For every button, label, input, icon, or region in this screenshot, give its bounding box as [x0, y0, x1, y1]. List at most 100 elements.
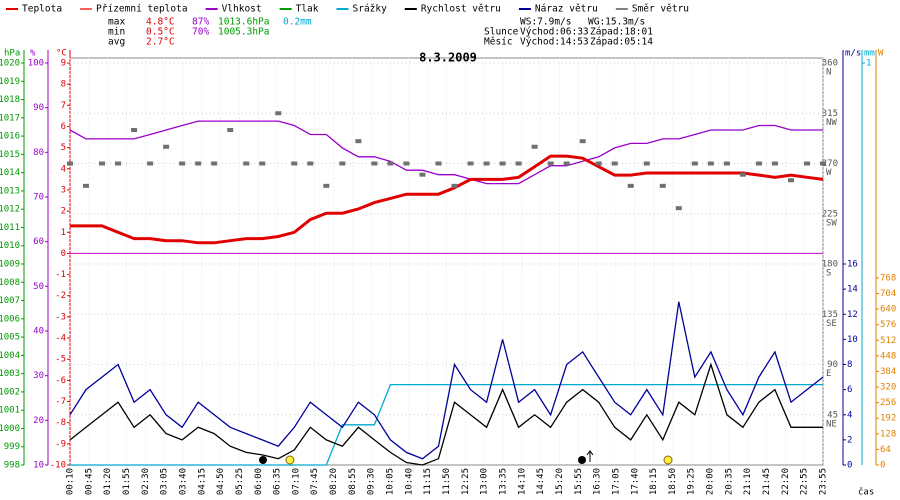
- sunrise-marker: [285, 455, 295, 465]
- x-tick-label: 21:10: [743, 468, 753, 495]
- y-tick-label: 60: [33, 237, 44, 247]
- wind-direction-dot: [339, 161, 346, 166]
- series-line: [69, 120, 823, 185]
- compass-label: N: [826, 68, 831, 78]
- wind-direction-dot: [451, 183, 458, 188]
- moonrise-arrow: [586, 450, 594, 462]
- x-tick-label: 04:50: [216, 468, 226, 495]
- x-tick-label: 20:35: [724, 468, 734, 495]
- y-tick-label: 1018: [0, 95, 20, 105]
- y-tick-label: 9: [61, 59, 66, 69]
- y-tick-label: 1002: [0, 387, 20, 397]
- wind-direction-dot: [371, 161, 378, 166]
- y-tick-label: 6: [847, 385, 852, 395]
- y-tick-label: 100: [28, 59, 44, 69]
- wind-direction-dot: [99, 161, 106, 166]
- x-tick-label: 17:40: [630, 468, 640, 495]
- y-tick-label: 30: [33, 371, 44, 381]
- wind-direction-dot: [355, 139, 362, 144]
- series-line: [70, 383, 823, 466]
- axis-unit: W: [878, 49, 884, 59]
- y-tick-label: 50: [33, 282, 44, 292]
- x-tick-label: 21:45: [762, 468, 772, 495]
- wind-direction-dot: [723, 161, 730, 166]
- x-tick-label: 14:10: [517, 468, 527, 495]
- x-tick-label: 08:55: [348, 468, 358, 495]
- series-line: [70, 154, 824, 245]
- compass-label: E: [826, 369, 831, 379]
- legend-label: Srážky: [353, 4, 388, 15]
- wind-direction-dot: [387, 161, 394, 166]
- info-min: 1005.3hPa: [218, 27, 269, 38]
- wind-direction-dot: [275, 111, 282, 116]
- chart-title: 8.3.2009: [419, 51, 477, 65]
- y-tick-label: 1011: [0, 223, 20, 233]
- y-tick-label: 1006: [0, 314, 20, 324]
- compass-label: W: [826, 168, 832, 178]
- y-tick-label: 768: [880, 273, 896, 283]
- y-tick-label: 12: [847, 310, 858, 320]
- info-avg: avg: [108, 37, 125, 48]
- dir-tick-label: 225: [822, 209, 838, 219]
- info: max 4.8°C 87% 1013.6hPa 0.2mm min 0.5°C 70% 1005…: [108, 17, 653, 48]
- y-tick-label: 320: [880, 383, 896, 393]
- y-tick-label: 1010: [0, 241, 20, 251]
- dir-tick-label: 360: [822, 59, 838, 69]
- y-tick-label: 704: [880, 289, 896, 299]
- y-tick-label: 0: [880, 461, 885, 471]
- x-tick-label: 03:40: [178, 468, 188, 495]
- y-tick-label: 1004: [0, 351, 20, 361]
- y-tick-label: 7: [61, 101, 66, 111]
- y-tick-label: 1005: [0, 333, 20, 343]
- y-tick-label: 1020: [0, 59, 20, 69]
- wind-direction-dot: [595, 161, 602, 166]
- y-tick-label: 8: [847, 360, 852, 370]
- y-tick-label: 20: [33, 416, 44, 426]
- x-tick-label: 01:55: [122, 468, 132, 495]
- wind-direction-dot: [771, 161, 778, 166]
- y-tick-label: 448: [880, 351, 896, 361]
- wind-direction-dot: [435, 161, 442, 166]
- info-max: 87%: [192, 17, 209, 28]
- wind-direction-dot: [147, 161, 154, 166]
- axes: hPa9989991000100110021003100410051006100…: [0, 49, 896, 498]
- legend: Teplota Přízemní teplota Vlhkost Tlak Srážky…: [6, 4, 689, 15]
- y-tick-label: -2: [55, 291, 66, 301]
- x-tick-label: 10:40: [404, 468, 414, 495]
- wind-direction-dot: [515, 161, 522, 166]
- y-tick-label: 1015: [0, 150, 20, 160]
- x-tick-label: 06:35: [273, 468, 283, 495]
- wind-direction-dot: [227, 128, 234, 132]
- y-tick-label: 1: [61, 228, 66, 238]
- x-tick-label: 03:05: [160, 468, 170, 495]
- legend-label: Náraz větru: [535, 4, 598, 15]
- y-tick-label: 4: [61, 164, 66, 174]
- x-tick-label: 18:15: [649, 468, 659, 495]
- x-axis-label: čas: [858, 487, 874, 498]
- x-tick-label: 13:35: [498, 468, 508, 495]
- x-tick-label: 18:50: [668, 468, 678, 495]
- y-tick-label: 5: [61, 143, 66, 153]
- compass-label: S: [826, 269, 831, 279]
- x-tick-label: 22:20: [781, 468, 791, 495]
- marker: [259, 456, 267, 464]
- dir-tick-label: 45: [827, 410, 838, 420]
- info-sun: Slunce: [484, 27, 519, 38]
- y-tick-label: -10: [50, 461, 66, 471]
- info-sun: Východ:06:33: [520, 27, 589, 38]
- wind-direction-dot: [755, 161, 762, 166]
- compass-label: SW: [826, 218, 837, 228]
- y-tick-label: 998: [4, 461, 20, 471]
- y-tick-label: 0: [847, 461, 852, 471]
- wind-direction-dot: [739, 172, 746, 177]
- y-tick-label: 10: [33, 461, 44, 471]
- info-moon: Měsíc: [484, 37, 513, 48]
- axis-unit: m/s: [845, 49, 861, 59]
- y-tick-label: 80: [33, 148, 44, 158]
- wind-direction-dot: [403, 161, 410, 166]
- x-tick-label: 08:20: [329, 468, 339, 495]
- wind-direction-dot: [659, 183, 666, 188]
- y-tick-label: 576: [880, 320, 896, 330]
- marker: [578, 456, 586, 464]
